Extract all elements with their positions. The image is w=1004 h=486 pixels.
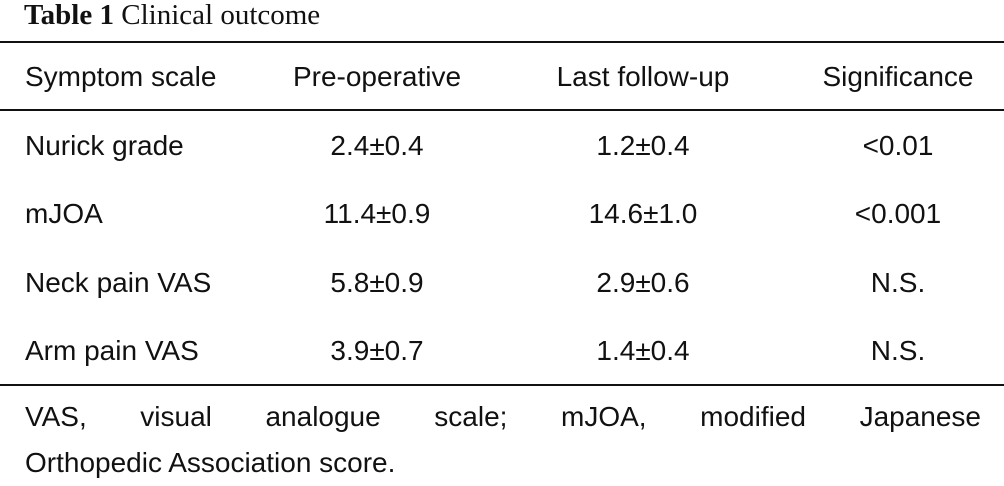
last-follow-up-value: 2.9±0.6 <box>596 267 690 298</box>
table-caption: Table 1 Clinical outcome <box>24 0 320 34</box>
header-pre-operative: Pre-operative <box>292 61 462 92</box>
pre-operative-value: 2.4±0.4 <box>330 130 424 161</box>
significance-value: N.S. <box>870 335 926 366</box>
last-follow-up-value: 14.6±1.0 <box>588 198 698 229</box>
row-label: Arm pain VAS <box>25 335 199 366</box>
table-row: mJOA 11.4±0.9 14.6±1.0 <0.001 <box>0 189 1004 239</box>
table-row: Neck pain VAS 5.8±0.9 2.9±0.6 N.S. <box>0 258 1004 308</box>
significance-value: <0.01 <box>862 130 934 161</box>
row-label: Nurick grade <box>25 130 184 161</box>
table-footnote: VAS, visual analogue scale; mJOA, modifi… <box>25 394 981 486</box>
last-follow-up-value: 1.4±0.4 <box>596 335 690 366</box>
row-label: mJOA <box>25 198 103 229</box>
pre-operative-value: 3.9±0.7 <box>330 335 424 366</box>
header-significance: Significance <box>822 61 974 92</box>
significance-value: N.S. <box>870 267 926 298</box>
last-follow-up-value: 1.2±0.4 <box>596 130 690 161</box>
header-rule <box>0 109 1004 111</box>
significance-value: <0.001 <box>854 198 942 229</box>
table-title: Clinical outcome <box>121 0 321 31</box>
bottom-rule <box>0 384 1004 386</box>
pre-operative-value: 11.4±0.9 <box>323 198 431 229</box>
row-label: Neck pain VAS <box>25 267 212 298</box>
table-row: Nurick grade 2.4±0.4 1.2±0.4 <0.01 <box>0 121 1004 171</box>
footnote-line-2: Orthopedic Association score. <box>25 447 396 478</box>
table-header-row: Symptom scale Pre-operative Last follow-… <box>0 52 1004 102</box>
header-last-follow-up: Last follow-up <box>556 61 730 92</box>
footnote-line-1: VAS, visual analogue scale; mJOA, modifi… <box>25 401 981 432</box>
table-row: Arm pain VAS 3.9±0.7 1.4±0.4 N.S. <box>0 326 1004 376</box>
pre-operative-value: 5.8±0.9 <box>330 267 424 298</box>
top-rule <box>0 41 1004 43</box>
header-symptom-scale: Symptom scale <box>25 61 217 92</box>
table-number: Table 1 <box>24 0 114 31</box>
